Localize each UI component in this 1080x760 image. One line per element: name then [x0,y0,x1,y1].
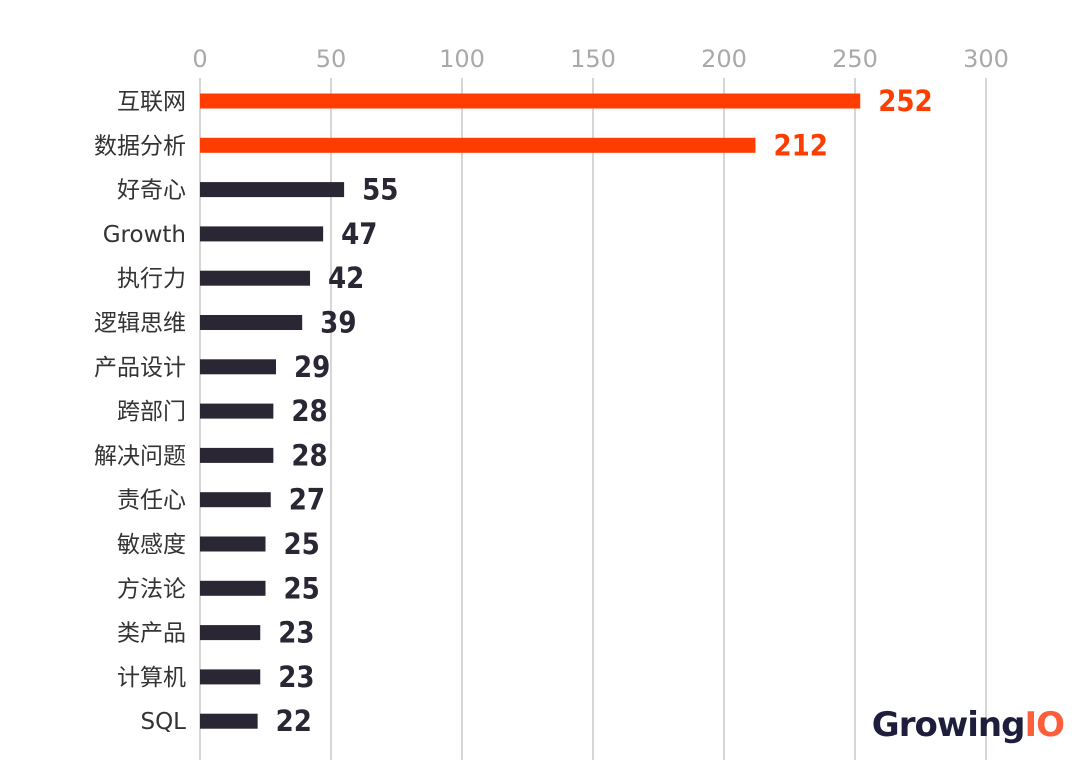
value-label: 47 [341,217,377,251]
bar [200,315,303,330]
category-label: Growth [103,222,186,248]
value-label: 22 [276,704,312,738]
category-label: SQL [140,709,186,735]
bar [200,536,266,552]
value-label: 42 [328,261,364,295]
x-tick-label: 100 [439,45,485,73]
logo-text-io: IO [1024,705,1065,745]
category-label: 逻辑思维 [94,311,186,337]
value-label: 27 [289,483,325,517]
value-label: 212 [773,128,827,162]
value-label: 55 [362,173,398,207]
category-label: 数据分析 [94,133,186,159]
bar [200,93,861,109]
bar [200,359,276,375]
x-tick-label: 250 [832,45,878,73]
category-label: 好奇心 [117,178,186,204]
bar [200,403,274,419]
x-tick-label: 200 [701,45,747,73]
value-label: 23 [278,660,314,694]
logo-text-growing: Growing [871,705,1026,745]
category-label: 解决问题 [94,443,186,469]
category-label: 互联网 [117,89,186,115]
bar [200,580,266,596]
x-tick-label: 300 [963,45,1009,73]
bar [200,270,311,286]
bar [200,182,345,198]
category-label: 跨部门 [117,399,186,425]
bar [200,625,261,641]
value-label: 25 [284,571,320,605]
category-label: 执行力 [117,266,186,292]
category-label: 敏感度 [117,532,186,558]
value-label: 39 [320,306,356,340]
value-label: 28 [291,438,327,472]
bar [200,226,324,242]
x-tick-label: 50 [316,45,347,73]
x-tick-label: 0 [192,45,207,73]
bar [200,669,261,685]
category-label: 责任心 [117,488,186,514]
bar [200,447,274,463]
category-label: 方法论 [117,576,186,602]
bar [200,492,271,508]
value-label: 23 [278,616,314,650]
value-label: 28 [291,394,327,428]
category-label: 计算机 [117,665,186,691]
bar [200,713,258,729]
growingio-logo: GrowingIO [871,705,1065,745]
value-labels: 252 212 55 47 42 39 29 28 28 27 25 25 23 23 22 [276,84,933,738]
value-label: 252 [878,84,932,118]
value-label: 29 [294,350,330,384]
x-tick-label: 150 [570,45,616,73]
bar [200,137,756,153]
value-label: 25 [284,527,320,561]
category-label: 类产品 [117,621,186,647]
x-axis-ticks: 0 50 100 150 200 250 300 [192,45,1009,73]
bars [200,93,861,729]
category-label: 产品设计 [94,355,186,381]
